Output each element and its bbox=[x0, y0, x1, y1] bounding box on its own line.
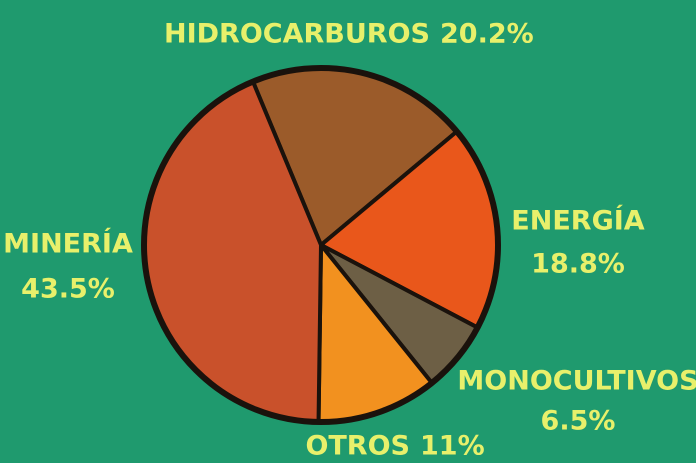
slice-name: MINERÍA bbox=[3, 228, 133, 260]
slice-value-label: 20.2% bbox=[440, 19, 534, 50]
slice-value-label: 18.8% bbox=[531, 249, 625, 280]
slice-name: HIDROCARBUROS bbox=[164, 19, 430, 50]
page: HIDROCARBUROS 20.2% ENERGÍA 18.8% MONOCULTIV… bbox=[0, 0, 696, 463]
chart: HIDROCARBUROS 20.2% ENERGÍA 18.8% MONOCULTIV… bbox=[0, 0, 696, 463]
slice-name: MONOCULTIVOS bbox=[457, 366, 696, 397]
slice-value-label: 11% bbox=[420, 431, 485, 462]
pie bbox=[144, 68, 498, 422]
slice-name: OTROS bbox=[305, 431, 410, 462]
slice-value-label: 43.5% bbox=[21, 274, 115, 305]
slice-value-label: 6.5% bbox=[541, 406, 616, 437]
slice-name: ENERGÍA bbox=[511, 205, 644, 237]
